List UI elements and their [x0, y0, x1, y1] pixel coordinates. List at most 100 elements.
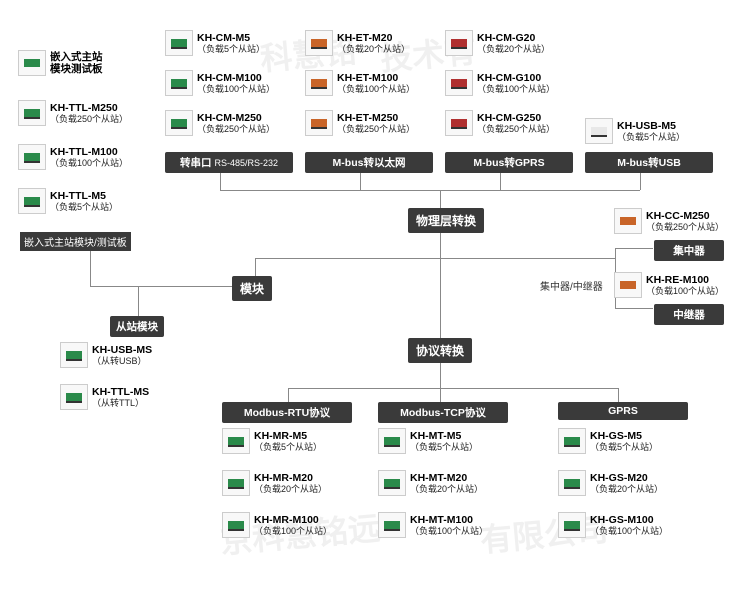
- thumb-icon: [18, 188, 46, 214]
- product-item: KH-MT-M100（负载100个从站）: [378, 512, 488, 538]
- p-desc: （负载5个从站）: [617, 132, 685, 142]
- cat-header: 转串口RS-485/RS-232: [165, 152, 293, 173]
- p-name: KH-CM-M250: [197, 112, 275, 124]
- product-item: KH-CM-M5（负载5个从站）: [165, 30, 265, 56]
- p-desc: （负载20个从站）: [254, 484, 327, 494]
- p-desc: （负载250个从站）: [197, 124, 275, 134]
- p-name: KH-TTL-M250: [50, 102, 128, 114]
- label-hub: 集中器/中继器: [540, 278, 603, 293]
- p-desc: （负载100个从站）: [337, 84, 415, 94]
- p-name: KH-USB-MS: [92, 344, 152, 356]
- p-name: KH-MR-M5: [254, 430, 322, 442]
- cat-header: M-bus转以太网: [305, 152, 433, 173]
- thumb-icon: [18, 144, 46, 170]
- p-desc: （负载5个从站）: [197, 44, 265, 54]
- p-name: KH-RE-M100: [646, 274, 724, 286]
- p-name: KH-CC-M250: [646, 210, 724, 222]
- product-item: KH-CM-G250（负载250个从站）: [445, 110, 555, 136]
- p-desc: （负载250个从站）: [337, 124, 415, 134]
- thumb-icon: [614, 208, 642, 234]
- product-item: KH-CM-M250（负载250个从站）: [165, 110, 275, 136]
- thumb-icon: [305, 110, 333, 136]
- thumb-icon: [222, 512, 250, 538]
- p-name: KH-TTL-M5: [50, 190, 118, 202]
- p-desc: （负载100个从站）: [646, 286, 724, 296]
- product-item: KH-CM-M100（负载100个从站）: [165, 70, 275, 96]
- cat-header: M-bus转USB: [585, 152, 713, 173]
- p-desc: （负载100个从站）: [197, 84, 275, 94]
- thumb-icon: [378, 428, 406, 454]
- thumb-icon: [60, 384, 88, 410]
- cat-header: M-bus转GPRS: [445, 152, 573, 173]
- product-item: KH-USB-M5（负载5个从站）: [585, 118, 685, 144]
- product-item: KH-USB-MS（从转USB）: [60, 342, 152, 368]
- cat-slave: 从站模块: [110, 316, 164, 337]
- thumb-icon: [222, 428, 250, 454]
- thumb-icon: [445, 110, 473, 136]
- product-item: KH-MR-M100（负载100个从站）: [222, 512, 332, 538]
- p-name: KH-MT-M20: [410, 472, 483, 484]
- product-item: KH-CM-G100（负载100个从站）: [445, 70, 555, 96]
- thumb-icon: [558, 512, 586, 538]
- product-item: KH-TTL-MS（从转TTL）: [60, 384, 149, 410]
- p-desc: （负载250个从站）: [50, 114, 128, 124]
- thumb-icon: [165, 30, 193, 56]
- thumb-icon: [558, 470, 586, 496]
- p-desc: （负载5个从站）: [590, 442, 658, 452]
- p-desc: （负载100个从站）: [590, 526, 668, 536]
- thumb-icon: [305, 30, 333, 56]
- cat-physical: 物理层转换: [408, 208, 484, 233]
- product-item: KH-GS-M20（负载20个从站）: [558, 470, 663, 496]
- product-item: KH-TTL-M250（负载250个从站）: [18, 100, 128, 126]
- p-desc: （负载5个从站）: [254, 442, 322, 452]
- thumb-icon: [614, 272, 642, 298]
- thumb-icon: [558, 428, 586, 454]
- product-item: KH-TTL-M5（负载5个从站）: [18, 188, 118, 214]
- p-desc: （负载5个从站）: [410, 442, 478, 452]
- p-name: KH-TTL-M100: [50, 146, 128, 158]
- p-name: KH-TTL-MS: [92, 386, 149, 398]
- cat-repeater: 中继器: [654, 304, 724, 325]
- p-name: KH-ET-M20: [337, 32, 410, 44]
- product-item: KH-GS-M5（负载5个从站）: [558, 428, 658, 454]
- label-embed: 嵌入式主站模块/测试板: [20, 232, 131, 251]
- product-item: KH-CM-G20（负载20个从站）: [445, 30, 550, 56]
- p-name: KH-MR-M100: [254, 514, 332, 526]
- thumb-icon: [60, 342, 88, 368]
- p-desc: （从转TTL）: [92, 398, 149, 408]
- cat-header: Modbus-RTU协议: [222, 402, 352, 423]
- thumb-icon: [222, 470, 250, 496]
- thumb-icon: [165, 70, 193, 96]
- cat-hub: 集中器: [654, 240, 724, 261]
- product-item: KH-TTL-M100（负载100个从站）: [18, 144, 128, 170]
- p-name: KH-GS-M20: [590, 472, 663, 484]
- p-name: KH-MT-M100: [410, 514, 488, 526]
- product-item: KH-MT-M5（负载5个从站）: [378, 428, 478, 454]
- thumb-icon: [305, 70, 333, 96]
- p-name: KH-CM-M5: [197, 32, 265, 44]
- p-name: KH-GS-M100: [590, 514, 668, 526]
- p-desc: （负载20个从站）: [410, 484, 483, 494]
- p-name: KH-MR-M20: [254, 472, 327, 484]
- p-name: KH-CM-G250: [477, 112, 555, 124]
- p-desc: （负载250个从站）: [646, 222, 724, 232]
- p-desc: （负载250个从站）: [477, 124, 555, 134]
- product-item: KH-ET-M250（负载250个从站）: [305, 110, 415, 136]
- p-desc: （负载20个从站）: [590, 484, 663, 494]
- cat-protocol: 协议转换: [408, 338, 472, 363]
- thumb-icon: [445, 70, 473, 96]
- p-desc: （负载100个从站）: [254, 526, 332, 536]
- left-header: 嵌入式主站 模块测试板: [18, 50, 103, 76]
- cat-module: 模块: [232, 276, 272, 301]
- p-name: KH-ET-M100: [337, 72, 415, 84]
- left-header-l2: 模块测试板: [50, 63, 103, 75]
- thumb-icon: [378, 512, 406, 538]
- p-desc: （负载100个从站）: [50, 158, 128, 168]
- p-desc: （从转USB）: [92, 356, 152, 366]
- left-header-l1: 嵌入式主站: [50, 51, 103, 63]
- product-item: KH-GS-M100（负载100个从站）: [558, 512, 668, 538]
- product-item: KH-MR-M5（负载5个从站）: [222, 428, 322, 454]
- thumb-icon: [18, 100, 46, 126]
- thumb-icon: [378, 470, 406, 496]
- thumb-icon: [165, 110, 193, 136]
